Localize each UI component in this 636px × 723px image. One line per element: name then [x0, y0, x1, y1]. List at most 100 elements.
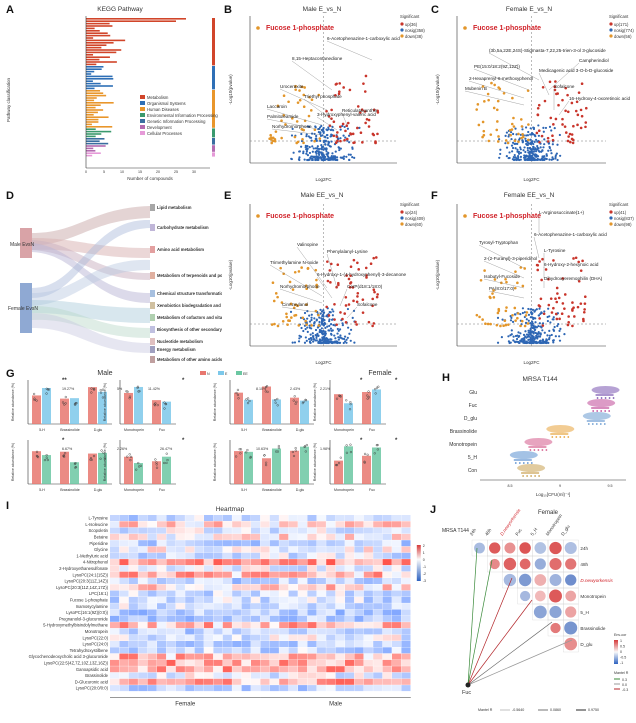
kegg-bar — [86, 145, 106, 147]
heatmap-cell — [166, 685, 176, 692]
heatmap-cell — [326, 647, 336, 654]
sankey-node — [150, 272, 155, 279]
heatmap-cell — [335, 533, 345, 540]
heatmap-cell — [279, 672, 289, 679]
volcano-point — [318, 330, 321, 334]
heatmap-cell — [382, 552, 392, 559]
heatmap-cell — [335, 559, 345, 566]
volcano-point — [534, 135, 537, 138]
heatmap-cell — [241, 628, 251, 635]
heatmap-cell — [241, 659, 251, 666]
heatmap-cell — [147, 659, 157, 666]
heatmap-cell — [128, 590, 138, 597]
heatmap-cell — [128, 565, 138, 572]
volcano-point — [340, 156, 344, 159]
heatmap-cell — [298, 546, 308, 553]
heatmap-cell — [147, 552, 157, 559]
volcano-point — [298, 337, 301, 340]
volcano-point — [489, 322, 492, 326]
volcano-point — [316, 326, 320, 329]
volcano-point — [551, 134, 554, 138]
heatmap-cell — [401, 672, 411, 679]
heatmap-cell — [166, 653, 176, 660]
g-category-label: Fuc — [159, 488, 165, 492]
heatmap-cell — [232, 653, 242, 660]
heatmap-cell — [288, 634, 298, 641]
heatmap-cell — [298, 571, 308, 578]
volcano-point — [367, 320, 371, 324]
heatmap-cell — [326, 634, 336, 641]
heatmap-cell — [382, 603, 392, 610]
j-mantel-legend-value: 0.3 — [622, 678, 627, 682]
heatmap-cell — [241, 634, 251, 641]
volcano-point — [335, 135, 339, 138]
heatmap-cell — [354, 603, 364, 610]
cfu-point — [603, 423, 606, 425]
heatmap-cell — [392, 571, 402, 578]
volcano-point — [327, 341, 330, 345]
volcano-point — [304, 319, 307, 323]
heatmap-cell — [232, 565, 242, 572]
volcano-point — [506, 141, 510, 145]
volcano-point — [566, 323, 570, 327]
heatmap-cell — [316, 596, 326, 603]
abundance-bar — [362, 392, 371, 424]
heatmap-cell — [185, 590, 195, 597]
heatmap-cell — [138, 609, 148, 616]
volcano-point — [549, 149, 552, 152]
heatmap-cell — [288, 527, 298, 534]
volcano-point — [315, 283, 319, 287]
heatmap-cell — [185, 603, 195, 610]
heatmap-cell — [316, 578, 326, 584]
volcano-legend-label: nosig(358) — [405, 28, 425, 33]
volcano-point — [330, 140, 333, 143]
cfu-point — [537, 449, 540, 451]
heatmap-cell — [316, 659, 326, 666]
heatmap-cell — [204, 590, 214, 597]
heatmap-cell — [175, 515, 185, 521]
volcano-point — [482, 133, 486, 137]
heatmap-cell — [213, 685, 223, 692]
volcano-point — [478, 315, 481, 319]
volcano-point — [505, 280, 508, 284]
volcano-point — [305, 287, 308, 291]
replicate-point — [99, 389, 102, 392]
heatmap-cell — [260, 546, 270, 553]
heatmap-cell — [382, 653, 392, 660]
volcano-point — [554, 80, 557, 83]
heatmap-cell — [298, 622, 308, 629]
kegg-legend-swatch — [140, 113, 145, 117]
replicate-point — [249, 455, 252, 459]
volcano-point — [311, 150, 314, 153]
fucose-point — [463, 214, 467, 218]
heatmap-cell — [335, 615, 345, 622]
metabolite-annotation: Tyrosyl-Tryptophan — [479, 240, 519, 245]
volcano-point — [504, 139, 508, 142]
volcano-point — [317, 313, 320, 317]
heatmap-cell — [119, 628, 129, 635]
kegg-bar — [86, 85, 113, 87]
kegg-x-tick: 30 — [192, 170, 196, 174]
volcano-point — [327, 158, 330, 161]
volcano-point — [556, 143, 559, 146]
kegg-bar — [86, 44, 107, 46]
heatmap-cell — [194, 615, 204, 622]
cfu-point — [533, 449, 536, 451]
heatmap-cell — [157, 615, 167, 622]
abundance-bar — [344, 403, 353, 424]
volcano-point — [304, 327, 307, 331]
volcano-point — [319, 312, 322, 315]
heatmap-cell — [138, 603, 148, 610]
volcano-point — [314, 333, 317, 337]
heatmap-cell — [392, 578, 402, 584]
volcano-point — [351, 155, 354, 159]
volcano-point — [331, 308, 334, 311]
volcano-point — [531, 322, 534, 325]
volcano-point — [540, 150, 543, 153]
heatmap-row-label: Pregnanolol-3-glucuronide — [59, 616, 109, 621]
volcano-point — [496, 120, 499, 123]
replicate-point — [337, 462, 341, 465]
j-mantel-width-value: 0.9750 — [588, 708, 599, 712]
heatmap-cell — [222, 615, 232, 622]
volcano-point — [511, 150, 514, 153]
